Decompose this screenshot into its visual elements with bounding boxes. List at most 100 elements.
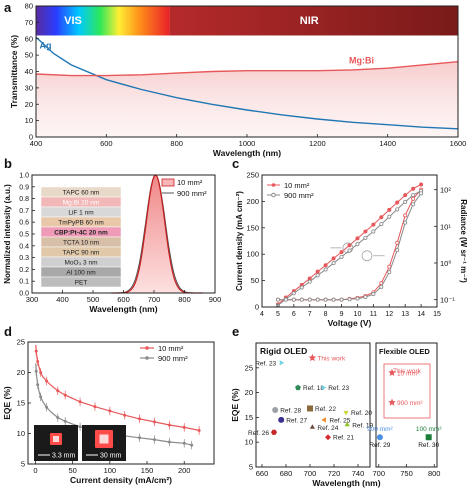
- point-label-5: Ref. 22: [315, 406, 336, 413]
- panel-label-d: d: [4, 324, 12, 339]
- y-axis-c-tick-label: 0: [255, 303, 259, 312]
- radiance-point: [347, 297, 352, 302]
- y-axis-a-tick-label: 40: [25, 67, 33, 76]
- current-point: [339, 250, 344, 255]
- eqe-point: [108, 409, 112, 413]
- x-axis-c-tick-label: 12: [385, 311, 393, 318]
- y-axis-a-tick-label: 20: [25, 100, 33, 109]
- current-point: [419, 182, 424, 187]
- data-point-0: [308, 353, 317, 362]
- eqe-point: [167, 423, 171, 427]
- current-point: [387, 207, 392, 212]
- x-axis-b-tick-label: 500: [87, 295, 100, 304]
- x-axis-e-tick-label: 660: [256, 469, 269, 478]
- y-axis-b-tick-label: 0.5: [19, 232, 29, 239]
- x-axis-d-tick-label: 200: [178, 466, 191, 475]
- y-axis-b-tick-label: 0.0: [19, 291, 29, 298]
- eqe-point: [63, 419, 67, 423]
- current-point: [307, 276, 312, 281]
- eqe-point: [56, 389, 60, 393]
- current-point: [411, 193, 416, 198]
- data-point-9: [309, 424, 315, 429]
- panel-e: Rigid OLED Flexible OLED This work This wor…: [230, 342, 442, 488]
- x-axis-a-tick-label: 1000: [239, 139, 256, 148]
- y2-axis-tick-label: 10¹: [440, 222, 451, 231]
- x-axis-c-tick-label: 6: [292, 311, 296, 318]
- current-point: [403, 193, 408, 198]
- current-point: [379, 215, 384, 220]
- x2-axis-e-tick-label: 700: [373, 469, 386, 478]
- current-point: [395, 207, 400, 212]
- current-point: [323, 267, 328, 272]
- y-axis-label-b: Normalized intensity (a.u.): [3, 184, 12, 284]
- y-axis-e-tick-label: 15: [245, 413, 253, 422]
- axes-e-rigid: [255, 342, 371, 468]
- point-label-6: Ref. 20: [351, 410, 372, 417]
- eqe-point: [36, 360, 40, 364]
- eqe-point: [182, 425, 186, 429]
- stack-layer-label: TCTA 10 nm: [63, 239, 99, 246]
- y-axis-a-tick-label: 30: [25, 83, 33, 92]
- eqe-point: [167, 440, 171, 444]
- point-sub-label-16: Ref. 30: [418, 442, 439, 449]
- radiance-point: [371, 292, 376, 297]
- eqe-point: [123, 413, 127, 417]
- stack-layer-label: TAPC 90 nm: [63, 249, 100, 256]
- stack-layer-label: Mg:Bi 20 nm: [63, 199, 100, 206]
- legend-marker-900: [271, 192, 276, 198]
- panel-label-b: b: [4, 156, 12, 171]
- y-axis-b-tick-label: 0.4: [19, 243, 29, 250]
- point-label-16: 100 mm²: [416, 426, 442, 433]
- x-axis-a-tick-label: 1600: [450, 139, 467, 148]
- stack-layer-label: Al 100 nm: [66, 269, 95, 276]
- x-axis-e-tick-label: 720: [328, 469, 341, 478]
- radiance-point: [331, 297, 336, 302]
- inset-photo-large-core: [99, 434, 109, 444]
- current-point: [323, 263, 328, 268]
- point-sub-label-15: Ref. 29: [369, 442, 390, 449]
- vis-label: VIS: [64, 15, 82, 27]
- eqe-point: [190, 443, 194, 447]
- radiance-point: [363, 295, 368, 300]
- x-axis-label-d: Current density (mA/cm²): [70, 475, 172, 485]
- axes-c: [261, 174, 438, 308]
- data-point-14: [388, 398, 396, 406]
- legend-marker-10: [145, 346, 149, 350]
- current-point: [331, 256, 336, 261]
- y-axis-a-tick-label: 50: [25, 51, 33, 60]
- radiance-point: [411, 196, 416, 201]
- point-label-4: Ref. 28: [280, 407, 301, 414]
- x-axis-c-tick-label: 5: [276, 311, 280, 318]
- stack-layer-label: TAPC 60 nm: [63, 189, 100, 196]
- legend-label-10: 10 mm²: [177, 178, 203, 187]
- y-axis-c-tick-label: 150: [246, 223, 259, 232]
- panel-b: TAPC 60 nm Mg:Bi 20 nm LiF 1 nm TmPyPB 60 n…: [3, 173, 221, 315]
- current-point: [403, 199, 408, 204]
- data-point-5: [307, 405, 313, 412]
- current-point: [363, 229, 368, 234]
- current-point: [371, 222, 376, 227]
- x-axis-e-tick-label: 680: [280, 469, 293, 478]
- series-label-ag: Ag: [40, 41, 52, 51]
- radiance-point: [283, 297, 288, 302]
- radiance-point: [395, 248, 400, 253]
- y-axis-b-tick-label: 1.0: [19, 173, 29, 180]
- current-line-1: [277, 190, 422, 306]
- y-axis-e-tick-label: 20: [245, 388, 253, 397]
- series-line-ag: [35, 36, 459, 130]
- stack-layer-label: LiF 1 nm: [68, 209, 93, 216]
- point-label-12: Ref. 21: [333, 435, 354, 442]
- point-label-1: Ref. 23: [255, 360, 276, 367]
- x2-axis-e-tick-label: 750: [400, 469, 413, 478]
- y-axis-d-tick-label: 25: [17, 338, 25, 347]
- mgbi-area: [36, 61, 458, 138]
- point-label-15: 900 mm²: [367, 426, 393, 433]
- y-axis-a-tick-label: 0: [29, 133, 33, 142]
- current-point: [299, 285, 304, 290]
- group-title-flexible: Flexible OLED: [379, 347, 430, 356]
- x-axis-d-tick-label: 50: [68, 466, 76, 475]
- x-axis-b-tick-label: 700: [148, 295, 161, 304]
- point-label-3: Ref. 23: [328, 385, 349, 392]
- x-axis-label-e: Wavelength (nm): [312, 478, 380, 488]
- stack-layer-label: MoO₃ 3 nm: [65, 259, 98, 266]
